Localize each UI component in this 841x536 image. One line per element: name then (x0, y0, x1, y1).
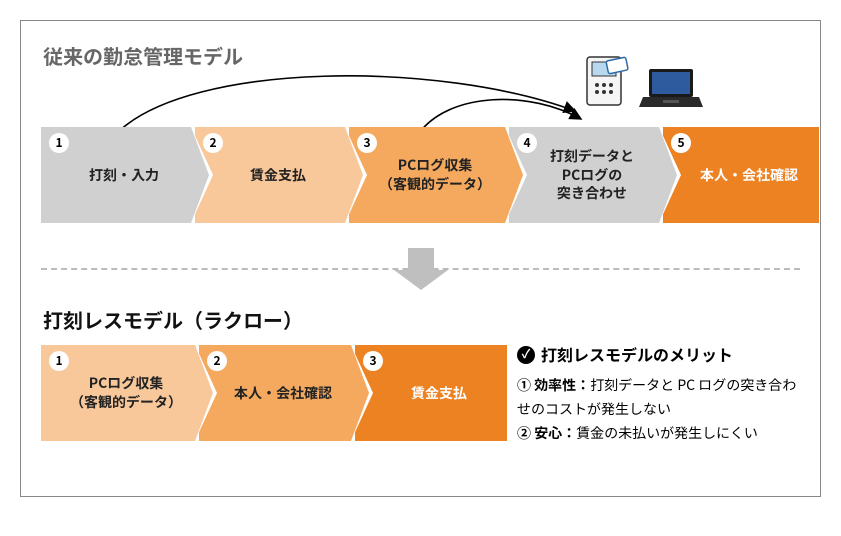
merits-panel: ✓ 打刻レスモデルのメリット ① 効率性：打刻データと PC ログの突き合わせの… (517, 341, 807, 446)
step-number-badge: 1 (49, 133, 69, 153)
section-title-new: 打刻レスモデル（ラクロー） (43, 305, 303, 334)
step-label: PCログ収集 （客観的データ） (70, 374, 182, 412)
step-label: 賃金支払 (411, 384, 467, 403)
flow-step: 3PCログ収集 （客観的データ） (349, 127, 505, 223)
flow-step: 2本人・会社確認 (199, 345, 351, 441)
step-label: 本人・会社確認 (700, 166, 798, 185)
merit-head: ② 安心： (517, 423, 576, 443)
flow-step: 3賃金支払 (355, 345, 507, 441)
new-flow-row: 1PCログ収集 （客観的データ）2本人・会社確認3賃金支払 (41, 345, 507, 441)
step-label: 賃金支払 (250, 166, 306, 185)
flow-step: 4打刻データと PCログの 突き合わせ (509, 127, 659, 223)
legacy-flow-row: 1 打刻・入力 2賃金支払3PCログ収集 （客観的データ）4打刻データと PCログの… (41, 127, 819, 223)
laptop-icon (639, 67, 703, 114)
step-label: 本人・会社確認 (234, 384, 332, 403)
down-arrow-icon (394, 248, 448, 290)
merits-title-text: 打刻レスモデルのメリット (541, 341, 733, 368)
card-reader-icon (585, 55, 629, 112)
merits-title: ✓ 打刻レスモデルのメリット (517, 341, 807, 368)
section-title-legacy: 従来の勤怠管理モデル (43, 41, 243, 70)
flow-step: 2賃金支払 (195, 127, 345, 223)
check-icon: ✓ (517, 346, 535, 364)
flow-step: 1 打刻・入力 (41, 127, 191, 223)
merit-item: ② 安心：賃金の未払いが発生しにくい (517, 422, 807, 446)
diagram-frame: 従来の勤怠管理モデル 打刻レスモデル（ラクロー） 1 打刻・入力 2賃金支払3PCロ… (20, 20, 821, 497)
flow-step: 5本人・会社確認 (663, 127, 819, 223)
merit-head: ① 効率性： (517, 375, 590, 395)
merits-list: ① 効率性：打刻データと PC ログの突き合わせのコストが発生しない② 安心：賃… (517, 374, 807, 445)
merit-body: 賃金の未払いが発生しにくい (576, 423, 758, 443)
step-label: 打刻データと PCログの 突き合わせ (550, 147, 634, 204)
step-label: PCログ収集 （客観的データ） (379, 156, 491, 194)
step-number-badge: 1 (49, 351, 69, 371)
merit-item: ① 効率性：打刻データと PC ログの突き合わせのコストが発生しない (517, 374, 807, 422)
flow-step: 1PCログ収集 （客観的データ） (41, 345, 195, 441)
step-label: 打刻・入力 (89, 166, 159, 185)
